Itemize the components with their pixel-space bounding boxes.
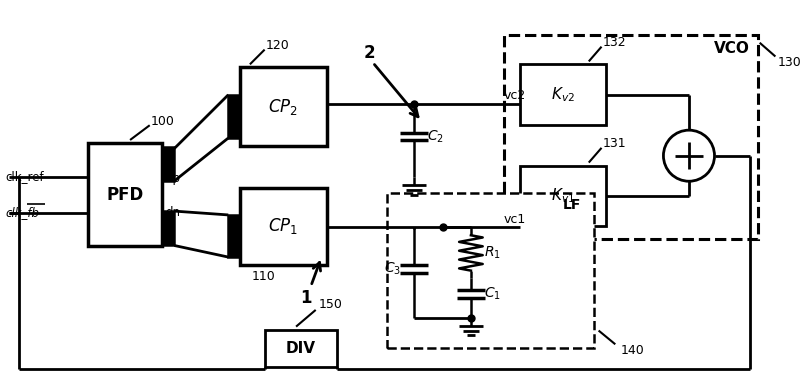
Text: 1: 1	[300, 289, 312, 307]
Text: $K_{v2}$: $K_{v2}$	[551, 86, 575, 104]
Bar	[265, 329, 338, 367]
Text: $CP_2$: $CP_2$	[268, 96, 298, 117]
Bar	[520, 166, 606, 226]
Text: DIV: DIV	[286, 341, 316, 356]
Bar	[240, 188, 326, 265]
Text: 100: 100	[150, 115, 174, 128]
Text: $R_1$: $R_1$	[484, 245, 501, 261]
Bar	[504, 35, 758, 239]
Text: 110: 110	[252, 270, 276, 283]
Bar	[162, 211, 174, 245]
Text: vc2: vc2	[503, 89, 526, 102]
Text: 130: 130	[778, 56, 800, 69]
Bar	[387, 193, 594, 348]
Text: PFD: PFD	[106, 186, 144, 203]
Text: 120: 120	[266, 39, 290, 52]
Bar	[228, 215, 240, 257]
Bar	[240, 67, 326, 146]
Text: $C_1$: $C_1$	[484, 286, 501, 302]
Text: 150: 150	[318, 298, 342, 310]
Text: LF: LF	[563, 198, 582, 212]
Text: vc1: vc1	[503, 213, 526, 226]
Text: $C_2$: $C_2$	[427, 128, 444, 145]
Text: clk_ref: clk_ref	[6, 170, 44, 182]
Text: 131: 131	[602, 137, 626, 151]
Text: 140: 140	[621, 344, 645, 357]
Text: $CP_1$: $CP_1$	[268, 216, 298, 237]
Text: VCO: VCO	[714, 41, 750, 56]
Text: dn: dn	[166, 205, 181, 219]
Bar	[228, 95, 240, 138]
Text: $K_{v1}$: $K_{v1}$	[551, 187, 575, 205]
Text: $C_3$: $C_3$	[384, 261, 401, 277]
Text: up: up	[166, 172, 181, 184]
Text: clk_fb: clk_fb	[6, 205, 39, 219]
Bar	[520, 64, 606, 125]
Text: 2: 2	[364, 44, 375, 61]
Bar	[88, 143, 162, 246]
Bar	[162, 147, 174, 181]
Text: 132: 132	[602, 36, 626, 49]
